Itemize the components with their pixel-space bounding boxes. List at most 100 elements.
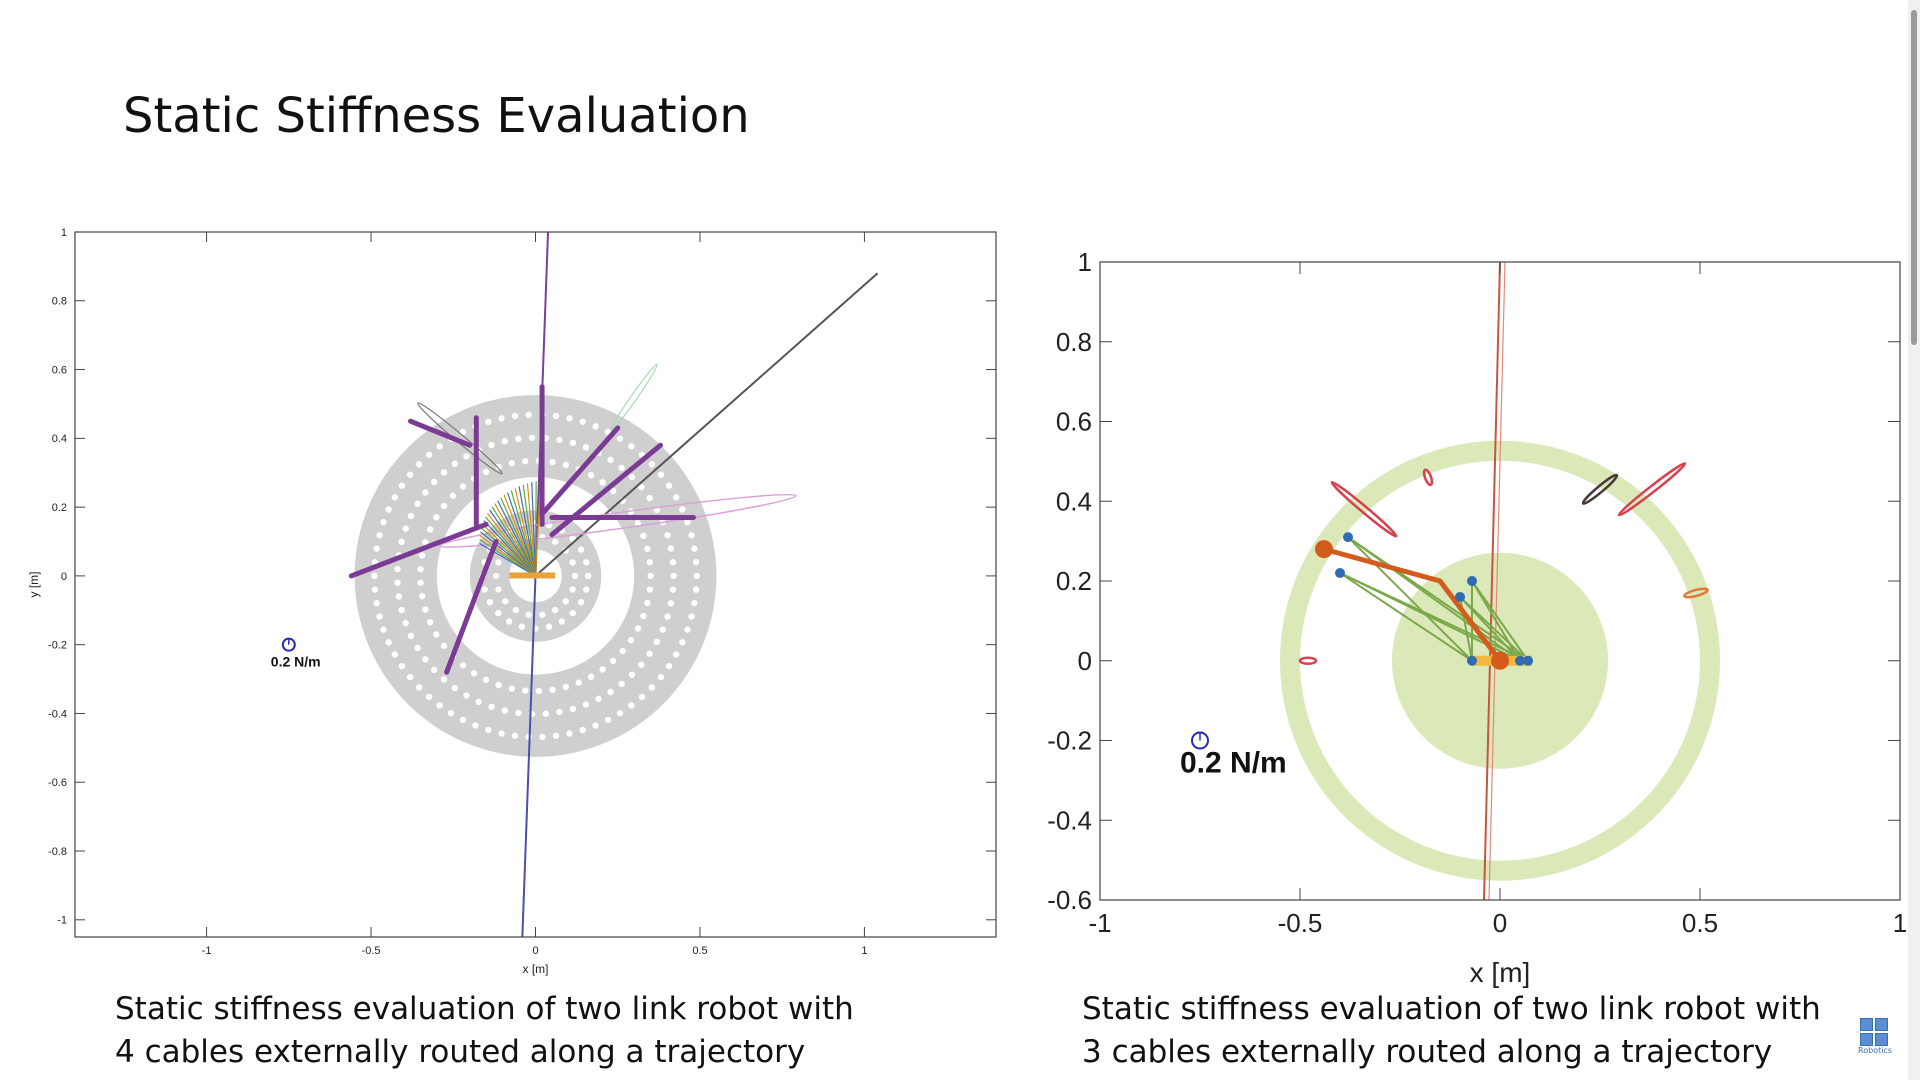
workspace-hole	[667, 545, 675, 552]
workspace-hole	[618, 464, 625, 472]
workspace-hole	[373, 545, 380, 552]
workspace-hole	[634, 520, 642, 527]
cable-line	[483, 520, 536, 577]
cable-line	[1459, 596, 1529, 662]
workspace-hole	[522, 687, 529, 694]
workspace-hole	[459, 483, 467, 490]
workspace-hole	[657, 673, 665, 681]
y-tick-label: -0.6	[1047, 885, 1092, 915]
workspace-hole	[616, 709, 624, 717]
x-tick-label: 1	[861, 945, 867, 957]
workspace-hole	[566, 730, 573, 737]
cable-line	[491, 506, 537, 577]
cable-line	[1471, 580, 1529, 662]
vertical-scrollbar[interactable]	[1908, 0, 1920, 1080]
workspace-hole	[481, 586, 488, 593]
workspace-hole	[693, 572, 700, 580]
workspace-hole	[627, 637, 635, 644]
stiffness-axis	[1483, 262, 1501, 900]
y-tick-label: 0.2	[52, 502, 67, 514]
workspace-hole	[577, 599, 585, 606]
workspace-hole	[522, 458, 529, 465]
workspace-hole	[528, 434, 536, 441]
workspace-hole	[431, 478, 438, 486]
cable-line	[486, 513, 536, 577]
workspace-hole	[569, 586, 576, 593]
workspace-hole	[577, 546, 585, 553]
cable-anchor	[1467, 655, 1477, 666]
workspace-hole	[646, 494, 653, 502]
workspace-hole	[616, 435, 624, 442]
slide-title: Static Stiffness Evaluation	[123, 88, 750, 144]
stiffness-ellipse	[438, 493, 797, 548]
cable-line	[479, 542, 536, 577]
workspace-hole	[556, 436, 563, 444]
cable-line	[489, 509, 536, 577]
workspace-hole	[511, 732, 519, 739]
workspace-hole	[691, 545, 698, 552]
workspace-hole	[482, 468, 490, 476]
workspace-hole	[511, 412, 519, 420]
y-tick-label: 0.6	[52, 364, 67, 376]
workspace-hole	[371, 586, 379, 593]
cable-line	[500, 497, 537, 577]
workspace-hole	[592, 722, 599, 729]
workspace-hole	[463, 692, 470, 699]
workspace-hole	[407, 632, 415, 640]
cable-line	[507, 492, 537, 577]
workspace-hole	[495, 609, 502, 617]
workspace-hole	[638, 483, 645, 491]
force-ray	[444, 539, 499, 675]
y-tick-label: 0.4	[1056, 486, 1092, 516]
workspace-hole	[472, 722, 479, 729]
cable-anchor	[1515, 655, 1525, 666]
workspace-hole	[599, 479, 606, 486]
workspace-hole	[579, 726, 586, 734]
workspace-hole	[440, 469, 448, 476]
robot-link	[1437, 578, 1503, 664]
cable-line	[526, 483, 537, 576]
workspace-hole	[664, 531, 671, 539]
workspace-hole	[587, 673, 595, 680]
workspace-hole	[647, 572, 654, 580]
workspace-hole	[640, 532, 647, 540]
workspace-hole	[648, 461, 656, 468]
workspace-hole	[449, 492, 457, 499]
workspace-hole	[657, 471, 665, 478]
workspace-hole	[644, 599, 651, 607]
workspace-hole	[575, 679, 582, 686]
workspace-hole	[492, 572, 500, 580]
workspace-hole	[599, 666, 606, 673]
workspace-hole	[502, 547, 509, 554]
workspace-hole	[638, 693, 646, 701]
workspace-hole	[459, 428, 467, 436]
workspace-hole	[515, 709, 522, 717]
cable-line	[531, 482, 537, 576]
workspace-hole	[502, 598, 509, 605]
workspace-hole	[665, 662, 673, 670]
workspace-hole	[417, 565, 424, 573]
workspace-hole	[665, 482, 673, 489]
workspace-hole	[407, 512, 415, 520]
workspace-hole	[628, 443, 635, 450]
workspace-hole	[371, 572, 378, 580]
workspace-hole	[425, 451, 433, 459]
cable-anchor	[1455, 591, 1465, 602]
workspace-hole	[495, 681, 502, 689]
workspace-hole	[691, 599, 698, 607]
workspace-hole	[418, 552, 426, 559]
workspace-hole	[552, 412, 560, 420]
cable-line	[1339, 572, 1529, 662]
stiffness-axis	[1488, 262, 1506, 900]
scrollbar-thumb[interactable]	[1911, 10, 1917, 345]
workspace-hole	[418, 593, 426, 600]
workspace-hole	[692, 559, 700, 566]
robot-joint	[1491, 651, 1509, 670]
workspace-hole	[539, 733, 546, 741]
workspace-hole	[394, 579, 401, 586]
workspace-hole	[628, 702, 635, 709]
workspace-hole	[669, 558, 677, 566]
workspace-hole	[679, 639, 686, 646]
workspace-hole	[584, 572, 592, 580]
